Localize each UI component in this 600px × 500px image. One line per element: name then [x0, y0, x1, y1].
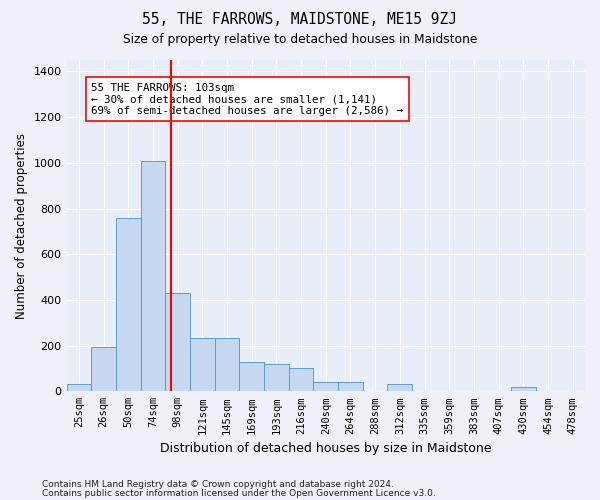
Bar	[67, 384, 91, 392]
Bar	[215, 338, 239, 392]
Y-axis label: Number of detached properties: Number of detached properties	[15, 132, 28, 318]
Bar	[338, 382, 363, 392]
Bar	[165, 293, 190, 392]
Bar	[289, 368, 313, 392]
Text: Size of property relative to detached houses in Maidstone: Size of property relative to detached ho…	[123, 32, 477, 46]
Bar	[264, 364, 289, 392]
Text: Contains HM Land Registry data © Crown copyright and database right 2024.: Contains HM Land Registry data © Crown c…	[42, 480, 394, 489]
X-axis label: Distribution of detached houses by size in Maidstone: Distribution of detached houses by size …	[160, 442, 491, 455]
Text: Contains public sector information licensed under the Open Government Licence v3: Contains public sector information licen…	[42, 488, 436, 498]
Bar	[388, 384, 412, 392]
Text: 55, THE FARROWS, MAIDSTONE, ME15 9ZJ: 55, THE FARROWS, MAIDSTONE, ME15 9ZJ	[143, 12, 458, 28]
Bar	[511, 386, 536, 392]
Bar	[313, 382, 338, 392]
Bar	[140, 160, 165, 392]
Bar	[91, 347, 116, 392]
Bar	[116, 218, 140, 392]
Bar	[190, 338, 215, 392]
Bar	[239, 362, 264, 392]
Text: 55 THE FARROWS: 103sqm
← 30% of detached houses are smaller (1,141)
69% of semi-: 55 THE FARROWS: 103sqm ← 30% of detached…	[91, 83, 403, 116]
